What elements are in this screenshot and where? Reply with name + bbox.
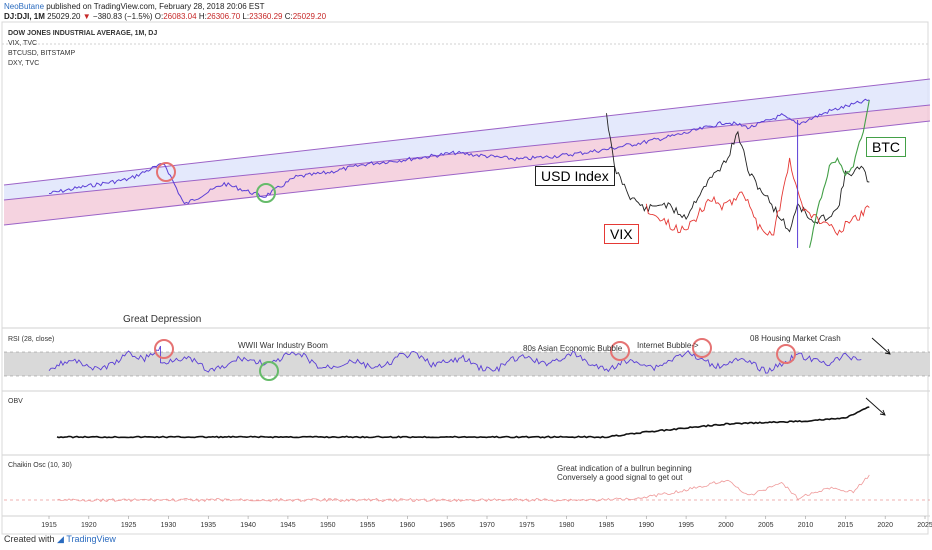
dxy-line bbox=[606, 113, 870, 233]
legend-dxy[interactable]: DXY, TVC bbox=[8, 60, 40, 67]
open-label: O: bbox=[154, 12, 164, 21]
x-tick-label: 2025 bbox=[917, 522, 932, 529]
x-tick-label: 1925 bbox=[121, 522, 137, 529]
great-depression-label: Great Depression bbox=[123, 314, 202, 325]
x-tick-label: 2005 bbox=[758, 522, 774, 529]
highlight-circle bbox=[776, 344, 796, 364]
publish-line: NeoButane published on TradingView.com, … bbox=[4, 2, 264, 11]
legend-btc[interactable]: BTCUSD, BITSTAMP bbox=[8, 50, 76, 57]
bullrun-label-1: Great indication of a bullrun beginning bbox=[557, 464, 692, 473]
chaikin-pane-label[interactable]: Chaikin Osc (10, 30) bbox=[8, 462, 72, 469]
obv-line bbox=[56, 406, 870, 439]
lower-channel-band bbox=[4, 105, 930, 225]
x-tick-label: 1950 bbox=[320, 522, 336, 529]
footer-created: Created with bbox=[4, 534, 55, 544]
publish-info: published on TradingView.com, February 2… bbox=[46, 2, 265, 11]
obv-arrow bbox=[865, 397, 886, 416]
x-tick-label: 1945 bbox=[280, 522, 296, 529]
open-value: 26083.04 bbox=[163, 12, 197, 21]
x-tick-label: 1915 bbox=[41, 522, 57, 529]
x-tick-label: 1985 bbox=[599, 522, 615, 529]
x-tick-label: 1940 bbox=[240, 522, 256, 529]
highlight-circle bbox=[154, 339, 174, 359]
rsi-arrow bbox=[871, 337, 891, 355]
btc-label: BTC bbox=[866, 137, 906, 157]
bullrun-label-2: Conversely a good signal to get out bbox=[557, 473, 683, 482]
low-label: L: bbox=[242, 12, 250, 21]
legend-vix[interactable]: VIX, TVC bbox=[8, 40, 38, 47]
usd-index-label: USD Index bbox=[535, 166, 615, 186]
low-value: 23360.29 bbox=[249, 12, 283, 21]
x-tick-label: 1995 bbox=[678, 522, 694, 529]
highlight-circle bbox=[156, 162, 176, 182]
x-tick-label: 1965 bbox=[439, 522, 455, 529]
rsi-line bbox=[48, 345, 862, 374]
btc-line bbox=[808, 99, 870, 248]
vix-line bbox=[645, 157, 870, 236]
ohlc-line: DJ:DJI, 1M 25029.20 ▼ −380.83 (−1.5%) O:… bbox=[4, 12, 326, 21]
x-tick-label: 1975 bbox=[519, 522, 535, 529]
obv-arrow-head bbox=[879, 409, 886, 416]
x-tick-label: 2010 bbox=[798, 522, 814, 529]
wwii-label: WWII War Industry Boom bbox=[238, 341, 328, 350]
x-tick-label: 1990 bbox=[638, 522, 654, 529]
vix-label: VIX bbox=[604, 224, 639, 244]
rsi-band bbox=[4, 352, 930, 376]
x-tick-label: 1930 bbox=[161, 522, 177, 529]
rsi-arrow-head bbox=[884, 348, 891, 355]
x-tick-label: 1960 bbox=[400, 522, 416, 529]
highlight-circle bbox=[256, 183, 276, 203]
x-tick-label: 1955 bbox=[360, 522, 376, 529]
x-tick-label: 1970 bbox=[479, 522, 495, 529]
asian-bubble-label: 80s Asian Economic Bubble bbox=[523, 344, 623, 353]
footer-brand[interactable]: TradingView bbox=[66, 534, 116, 544]
price-change: −380.83 (−1.5%) bbox=[92, 12, 153, 21]
close-value: 25029.20 bbox=[292, 12, 327, 21]
tradingview-logo-icon[interactable]: ◢ bbox=[57, 534, 64, 544]
channel-line bbox=[3, 120, 931, 226]
x-tick-label: 1935 bbox=[200, 522, 216, 529]
x-tick-label: 1980 bbox=[559, 522, 575, 529]
author-link[interactable]: NeoButane bbox=[4, 2, 45, 11]
internet-bubble-label: Internet Bubble-> bbox=[637, 341, 699, 350]
footer: Created with ◢ TradingView bbox=[4, 534, 116, 545]
x-tick-label: 2020 bbox=[877, 522, 893, 529]
highlight-circle bbox=[610, 341, 630, 361]
highlight-circle bbox=[692, 338, 712, 358]
upper-channel-band bbox=[4, 79, 930, 200]
x-tick-label: 1920 bbox=[81, 522, 97, 529]
highlight-circle bbox=[259, 361, 279, 381]
last-price: 25029.20 bbox=[47, 12, 81, 21]
down-arrow-icon: ▼ bbox=[82, 12, 91, 21]
rsi-pane-label[interactable]: RSI (28, close) bbox=[8, 336, 55, 343]
close-label: C: bbox=[284, 12, 293, 21]
housing-crash-label: 08 Housing Market Crash bbox=[750, 334, 841, 343]
obv-pane-label[interactable]: OBV bbox=[8, 398, 23, 405]
chart-frame bbox=[1, 21, 929, 535]
x-tick-label: 2015 bbox=[838, 522, 854, 529]
dji-line bbox=[48, 98, 870, 205]
high-value: 26306.70 bbox=[206, 12, 241, 21]
x-tick-label: 2000 bbox=[718, 522, 734, 529]
chaikin-line bbox=[56, 474, 870, 503]
legend-main[interactable]: DOW JONES INDUSTRIAL AVERAGE, 1M, DJ bbox=[8, 30, 158, 37]
high-label: H: bbox=[198, 12, 207, 21]
symbol-label: DJ:DJI, 1M bbox=[4, 12, 45, 21]
